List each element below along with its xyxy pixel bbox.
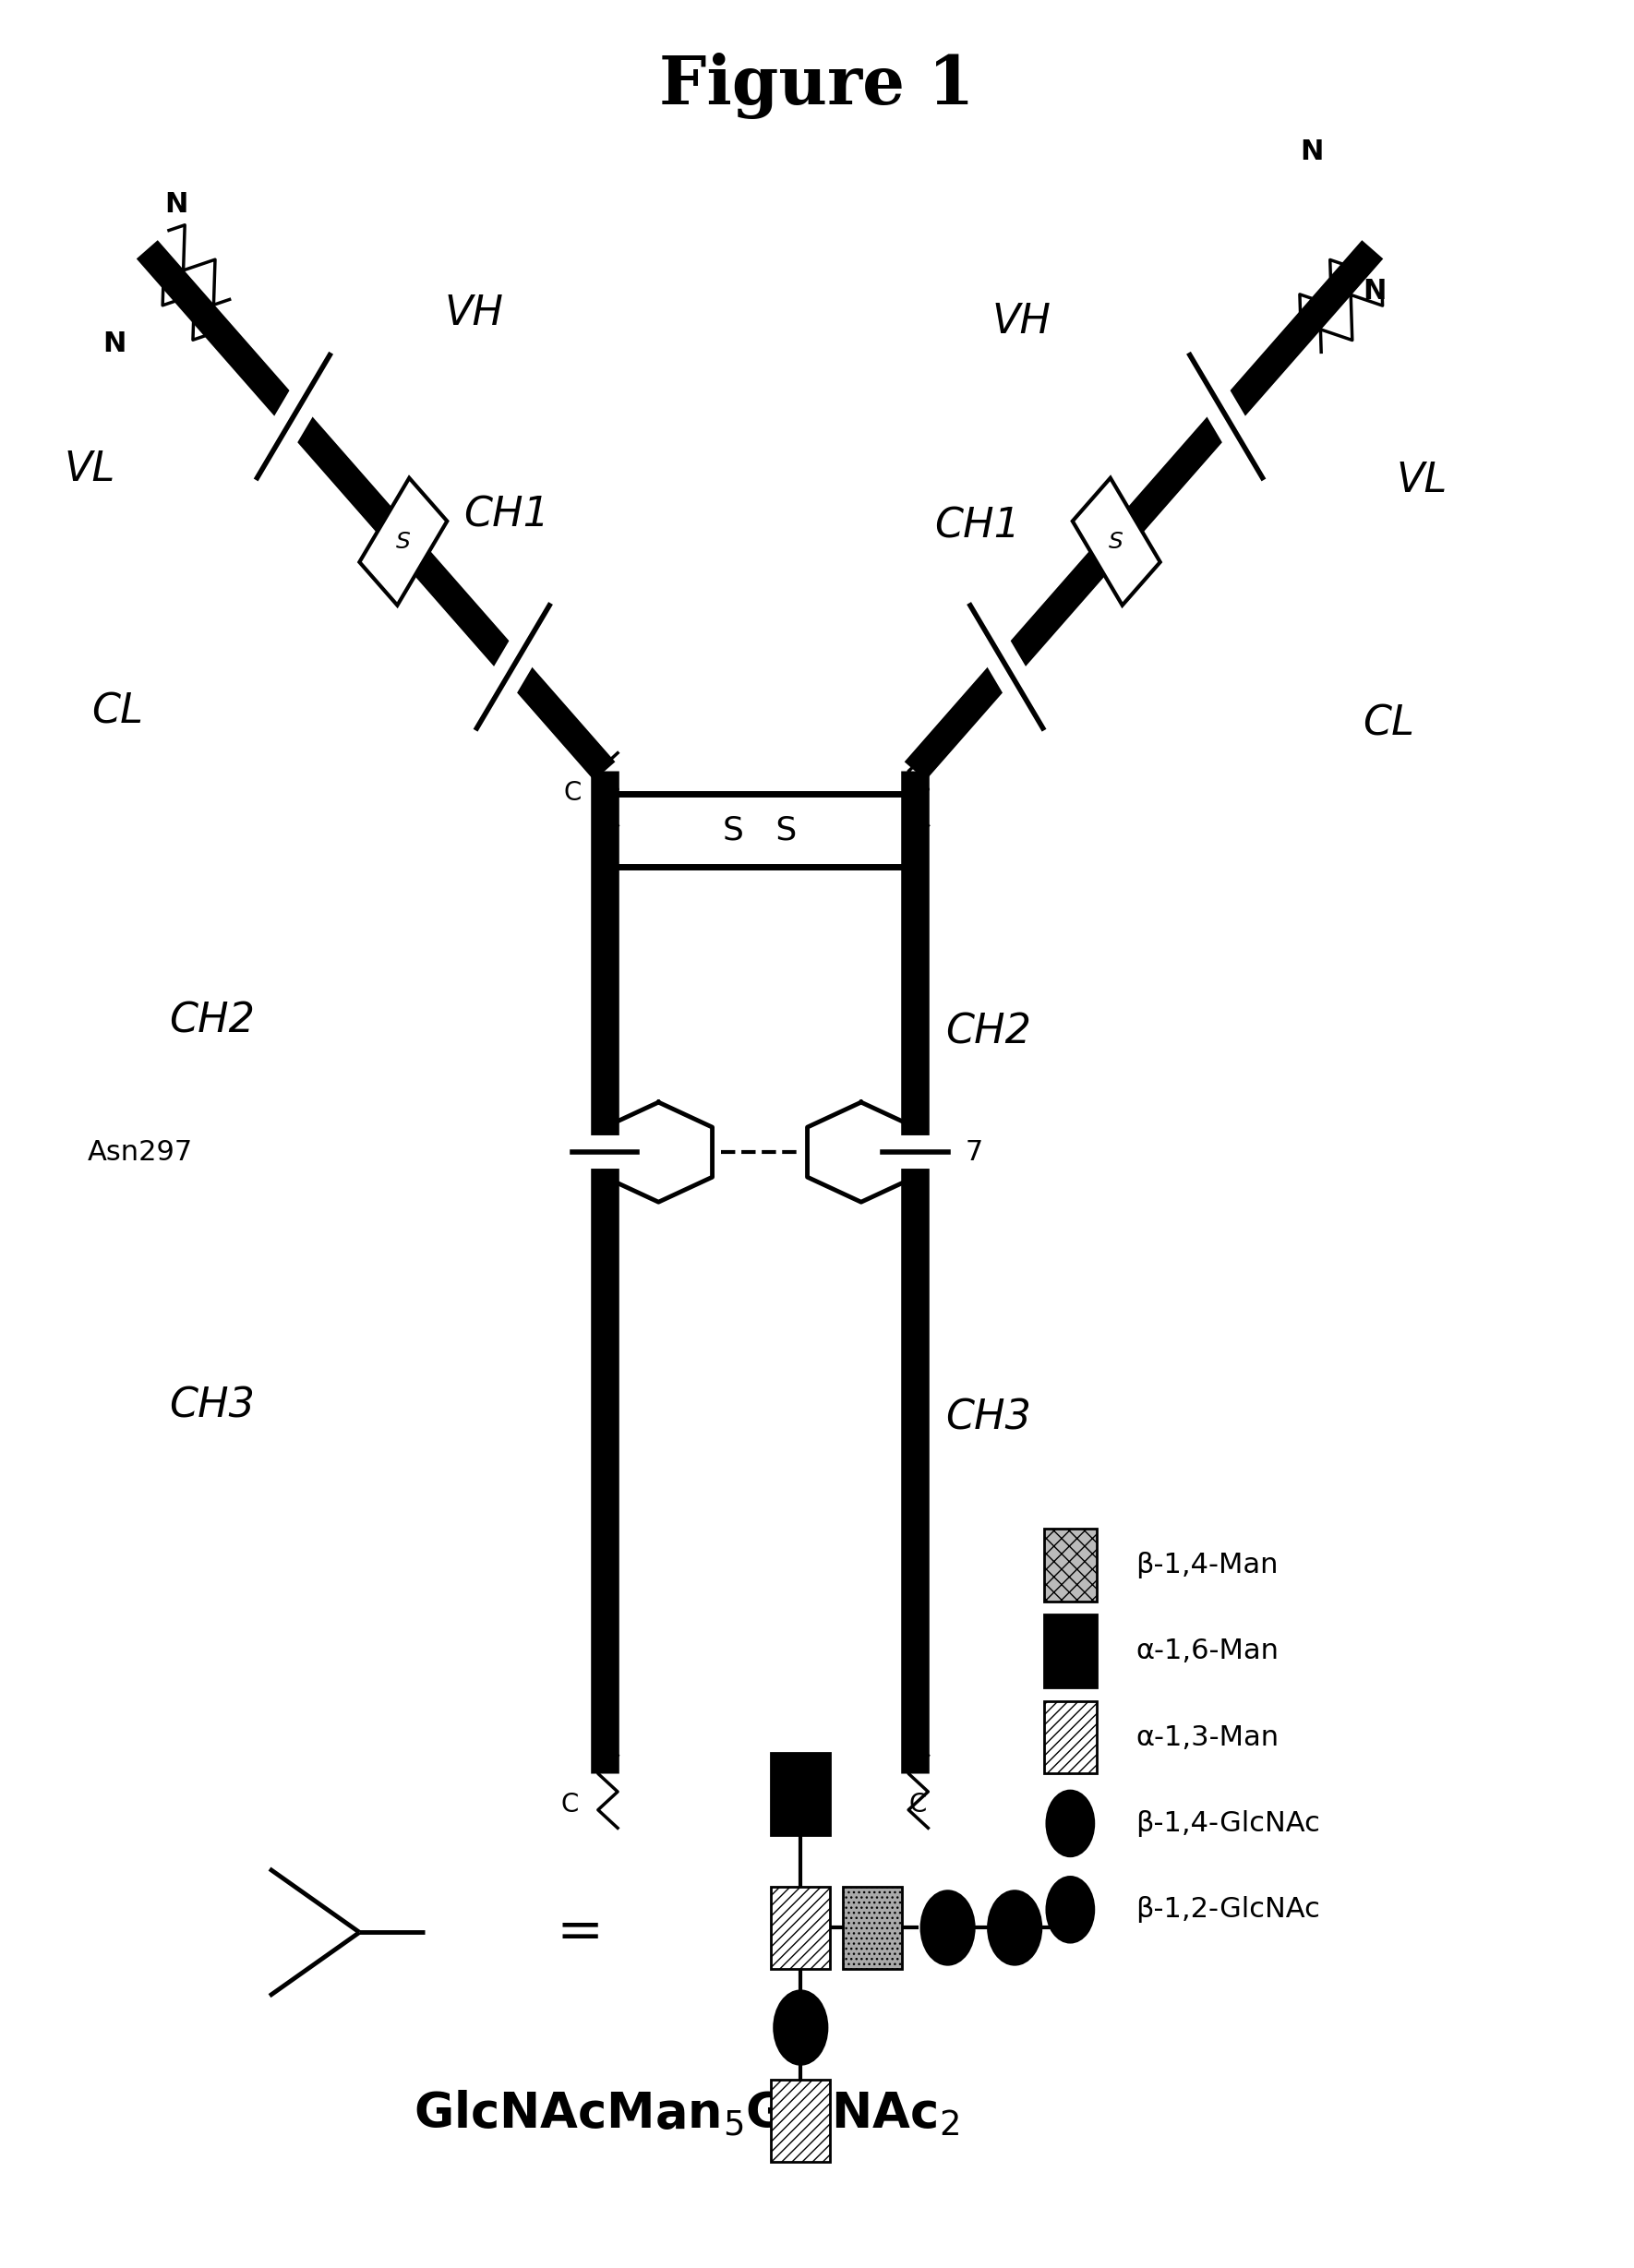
Bar xyxy=(771,2080,830,2161)
Text: VH: VH xyxy=(444,293,503,333)
Text: CH2: CH2 xyxy=(170,1000,255,1041)
Text: C: C xyxy=(909,1792,926,1817)
Text: N: N xyxy=(1301,138,1324,166)
Circle shape xyxy=(775,1991,827,2064)
Text: C: C xyxy=(909,780,926,805)
Text: N: N xyxy=(103,331,126,358)
Bar xyxy=(843,1887,902,1969)
Text: N: N xyxy=(165,191,188,218)
Text: CH3: CH3 xyxy=(170,1386,255,1427)
Text: α-1,6-Man: α-1,6-Man xyxy=(1136,1637,1279,1665)
Circle shape xyxy=(989,1892,1041,1964)
Text: S: S xyxy=(395,531,410,553)
Text: S: S xyxy=(1109,531,1124,553)
Text: Asn297: Asn297 xyxy=(87,1139,193,1166)
Text: C: C xyxy=(560,1792,578,1817)
Bar xyxy=(359,479,448,606)
Text: Asn297: Asn297 xyxy=(879,1139,985,1166)
Text: N: N xyxy=(1363,279,1386,304)
Text: CH1: CH1 xyxy=(464,494,549,535)
Bar xyxy=(771,1887,830,1969)
Text: CH3: CH3 xyxy=(946,1397,1031,1438)
Text: VL: VL xyxy=(64,449,116,490)
Bar xyxy=(1044,1529,1096,1601)
Text: VL: VL xyxy=(1395,460,1448,501)
Text: GlcNAcMan$_5$GlcNAc$_2$: GlcNAcMan$_5$GlcNAc$_2$ xyxy=(413,2089,959,2139)
Text: α-1,3-Man: α-1,3-Man xyxy=(1136,1724,1279,1751)
Text: Figure 1: Figure 1 xyxy=(660,52,974,120)
Text: S   S: S S xyxy=(722,814,797,846)
Text: CH2: CH2 xyxy=(946,1012,1031,1052)
Circle shape xyxy=(1047,1792,1093,1855)
Text: CL: CL xyxy=(92,692,144,733)
Text: =: = xyxy=(557,1905,603,1960)
Bar xyxy=(771,1753,830,1835)
Text: β-1,4-Man: β-1,4-Man xyxy=(1136,1551,1278,1579)
Text: C: C xyxy=(564,780,582,805)
Text: β-1,2-GlcNAc: β-1,2-GlcNAc xyxy=(1136,1896,1320,1923)
Circle shape xyxy=(922,1892,974,1964)
Text: VH: VH xyxy=(992,302,1051,342)
Text: CH1: CH1 xyxy=(935,506,1020,547)
Bar xyxy=(1072,479,1160,606)
Text: CL: CL xyxy=(1363,703,1415,744)
Text: β-1,4-GlcNAc: β-1,4-GlcNAc xyxy=(1136,1810,1320,1837)
Circle shape xyxy=(1047,1878,1093,1941)
Bar xyxy=(1044,1615,1096,1687)
Bar xyxy=(1044,1701,1096,1774)
